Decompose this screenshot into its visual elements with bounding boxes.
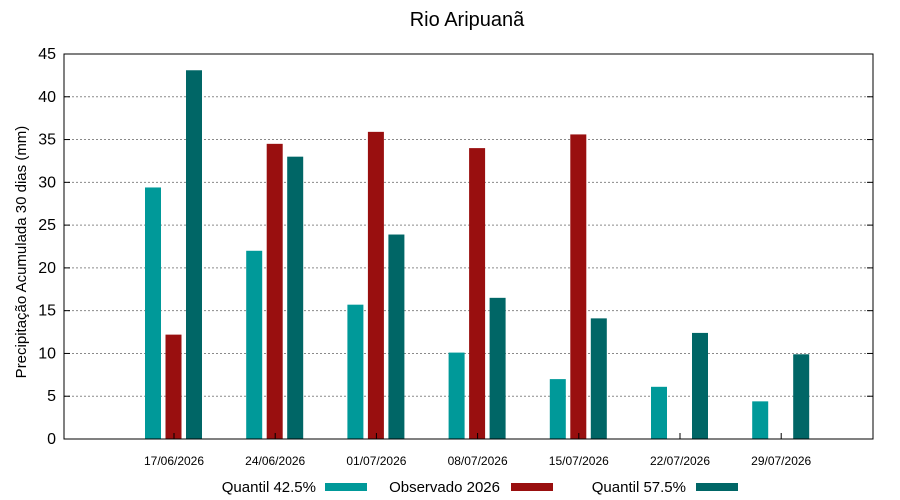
legend-swatch xyxy=(325,483,367,491)
legend-swatch xyxy=(511,483,553,491)
x-tick-label: 24/06/2026 xyxy=(245,454,305,468)
y-tick-label: 15 xyxy=(38,303,56,320)
bar xyxy=(287,156,304,439)
y-tick-label: 5 xyxy=(47,388,56,405)
y-tick-label: 0 xyxy=(47,431,56,448)
x-tick-label: 01/07/2026 xyxy=(346,454,406,468)
x-tick-label: 22/07/2026 xyxy=(650,454,710,468)
bar xyxy=(469,148,486,439)
y-axis-label: Precipitação Acumulada 30 dias (mm) xyxy=(13,126,30,379)
bar xyxy=(651,386,667,439)
x-tick-label: 29/07/2026 xyxy=(751,454,811,468)
gridlines xyxy=(64,96,873,397)
plot-frame xyxy=(63,53,874,440)
bar xyxy=(590,318,607,439)
y-tick-label: 20 xyxy=(38,260,56,277)
y-tick-label: 25 xyxy=(38,217,56,234)
y-tick-label: 35 xyxy=(38,132,56,149)
legend: Quantil 42.5% Observado 2026 Quantil 57.5% xyxy=(222,479,738,496)
y-tick-label: 40 xyxy=(38,89,56,106)
bar xyxy=(448,352,465,439)
chart-title: Rio Aripuanã xyxy=(410,9,525,31)
bar xyxy=(165,334,182,439)
bar xyxy=(145,187,161,439)
bar xyxy=(793,354,810,439)
bar xyxy=(692,332,708,439)
bar xyxy=(570,134,587,439)
x-tick-label: 15/07/2026 xyxy=(549,454,609,468)
bar xyxy=(549,379,566,439)
bar xyxy=(367,131,384,439)
bar xyxy=(752,401,769,439)
bar xyxy=(347,304,364,439)
x-ticks: 17/06/2026 24/06/2026 01/07/2026 08/07/2026… xyxy=(144,433,812,468)
legend-swatch xyxy=(696,483,738,491)
bar xyxy=(246,250,263,439)
y-tick-label: 10 xyxy=(38,345,56,362)
x-tick-label: 17/06/2026 xyxy=(144,454,204,468)
y-tick-label: 45 xyxy=(38,46,56,63)
x-tick-label: 08/07/2026 xyxy=(448,454,508,468)
bar xyxy=(186,70,202,439)
legend-label: Quantil 42.5% xyxy=(222,479,316,496)
y-tick-label: 30 xyxy=(38,174,56,191)
bar xyxy=(489,297,506,439)
bars xyxy=(145,70,810,440)
bar xyxy=(266,143,283,440)
bar xyxy=(388,234,405,439)
legend-label: Quantil 57.5% xyxy=(592,479,686,496)
y-ticks: 0 5 10 15 20 25 30 35 40 45 xyxy=(38,46,873,448)
legend-label: Observado 2026 xyxy=(389,479,500,496)
